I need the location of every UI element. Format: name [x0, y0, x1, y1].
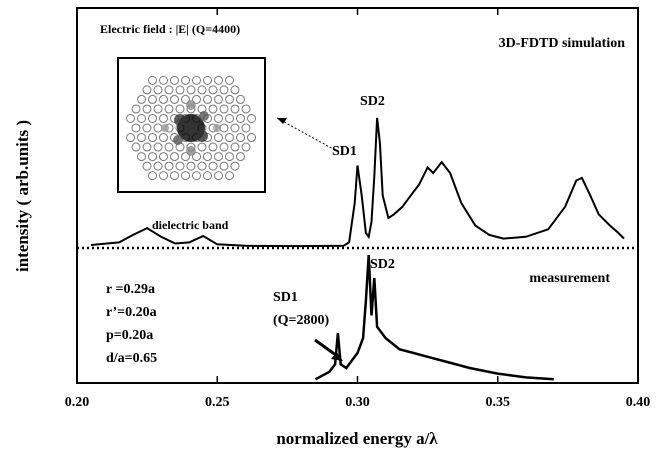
x-tick-label: 0.30: [345, 395, 370, 410]
x-tick-label: 0.20: [65, 395, 90, 410]
field-spot: [186, 146, 196, 156]
annotation: r’=0.20a: [106, 305, 157, 320]
chart: normalized energy a/λ intensity ( arb.un…: [0, 0, 667, 453]
annotation: r =0.29a: [106, 282, 155, 297]
annotation: SD1: [273, 290, 298, 305]
series-label: 3D-FDTD simulation: [499, 36, 626, 51]
x-tick-label: 0.35: [486, 395, 511, 410]
field-spot: [199, 111, 209, 121]
series-label: measurement: [529, 271, 610, 286]
x-tick-label: 0.25: [205, 395, 230, 410]
annotation: SD2: [360, 94, 385, 109]
inset: [118, 58, 265, 192]
x-tick-label: 0.40: [626, 395, 651, 410]
field-spot: [186, 100, 196, 110]
field-spot: [213, 124, 221, 132]
field-spot: [161, 124, 169, 132]
annotation: p=0.20a: [106, 328, 153, 343]
field-spot: [174, 114, 186, 126]
annotation: Electric field : |E| (Q=4400): [100, 22, 240, 36]
annotation: SD2: [370, 257, 395, 272]
field-spot: [173, 135, 183, 145]
annotation: dielectric band: [152, 218, 229, 232]
annotation: (Q=2800): [273, 313, 330, 328]
annotation: d/a=0.65: [106, 351, 157, 366]
y-axis-label: intensity ( arb.units ): [13, 120, 32, 272]
annotation: SD1: [332, 144, 357, 159]
field-spot: [196, 130, 208, 142]
inset-pointer: [277, 118, 335, 150]
series-line: [315, 255, 553, 379]
x-axis-label: normalized energy a/λ: [276, 429, 438, 448]
